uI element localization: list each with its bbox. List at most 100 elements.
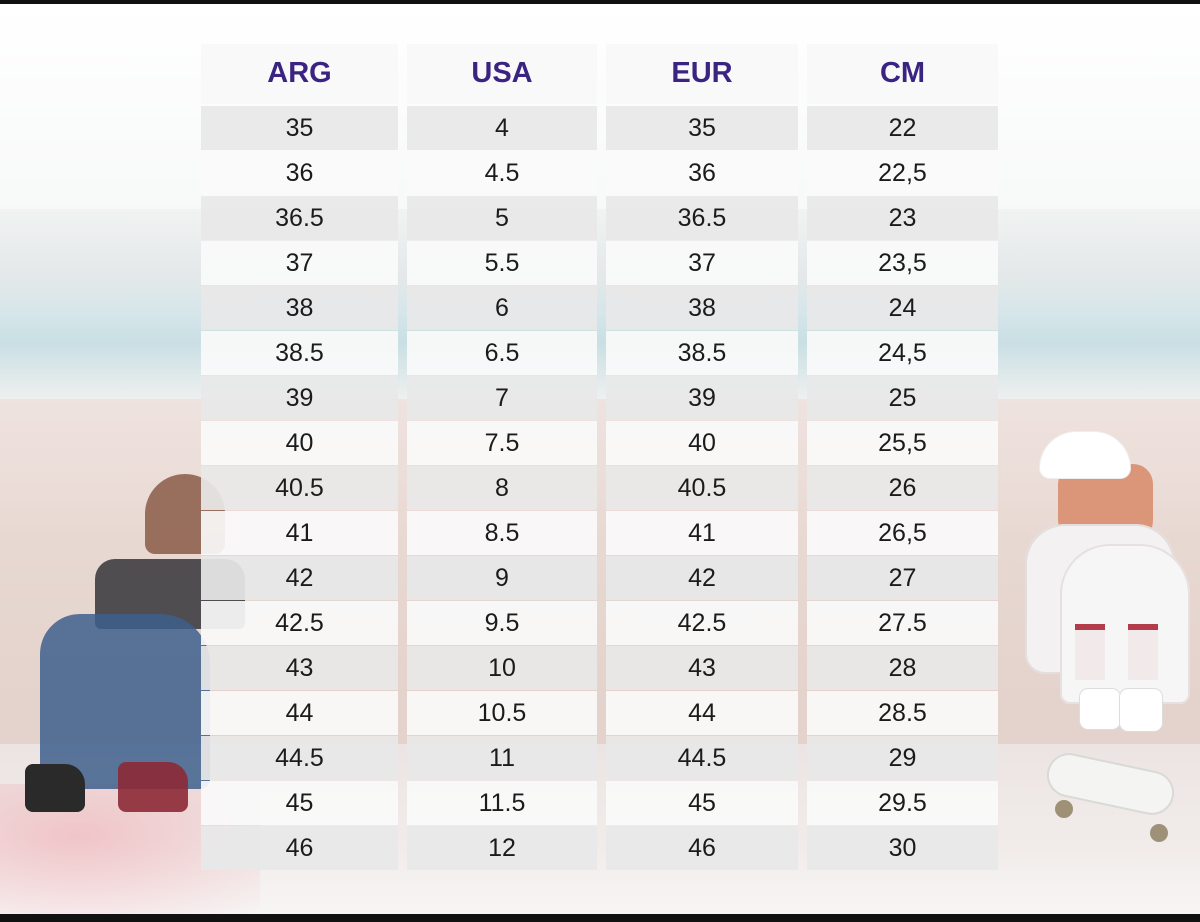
cell-cm: 24 bbox=[807, 286, 998, 330]
table-row: 36.5 5 36.5 23 bbox=[201, 196, 998, 240]
size-chart-table: ARG USA EUR CM 35 4 35 22 36 4.5 36 22,5 36.5 5 36… bbox=[201, 44, 998, 870]
cell-cm: 26,5 bbox=[807, 511, 998, 555]
table-header-row: ARG USA EUR CM bbox=[201, 44, 998, 106]
table-row: 35 4 35 22 bbox=[201, 106, 998, 150]
table-row: 44 10.5 44 28.5 bbox=[201, 691, 998, 735]
cell-cm: 26 bbox=[807, 466, 998, 510]
cell-cm: 27 bbox=[807, 556, 998, 600]
table-body: 35 4 35 22 36 4.5 36 22,5 36.5 5 36.5 23 37 5.5 37 23,5… bbox=[201, 106, 998, 870]
cell-eur: 44.5 bbox=[606, 736, 798, 780]
cell-eur: 45 bbox=[606, 781, 798, 825]
cell-usa: 12 bbox=[407, 826, 597, 870]
header-cm: CM bbox=[807, 44, 998, 104]
cell-eur: 41 bbox=[606, 511, 798, 555]
table-row: 40 7.5 40 25,5 bbox=[201, 421, 998, 465]
cell-usa: 6 bbox=[407, 286, 597, 330]
cell-arg: 40.5 bbox=[201, 466, 398, 510]
cell-cm: 22,5 bbox=[807, 151, 998, 195]
cell-usa: 10 bbox=[407, 646, 597, 690]
table-row: 38.5 6.5 38.5 24,5 bbox=[201, 331, 998, 375]
background-sea bbox=[0, 209, 1200, 399]
header-usa: USA bbox=[407, 44, 597, 104]
cell-cm: 27.5 bbox=[807, 601, 998, 645]
cell-arg: 42 bbox=[201, 556, 398, 600]
cell-eur: 39 bbox=[606, 376, 798, 420]
right-person-shoe bbox=[1120, 689, 1162, 731]
cell-eur: 36.5 bbox=[606, 196, 798, 240]
cell-arg: 40 bbox=[201, 421, 398, 465]
table-row: 42.5 9.5 42.5 27.5 bbox=[201, 601, 998, 645]
cell-arg: 35 bbox=[201, 106, 398, 150]
cell-arg: 39 bbox=[201, 376, 398, 420]
cell-cm: 23,5 bbox=[807, 241, 998, 285]
cell-cm: 29.5 bbox=[807, 781, 998, 825]
cell-eur: 35 bbox=[606, 106, 798, 150]
cell-cm: 24,5 bbox=[807, 331, 998, 375]
cell-eur: 40 bbox=[606, 421, 798, 465]
cell-eur: 44 bbox=[606, 691, 798, 735]
cell-arg: 36 bbox=[201, 151, 398, 195]
cell-arg: 41 bbox=[201, 511, 398, 555]
cell-cm: 25,5 bbox=[807, 421, 998, 465]
table-row: 43 10 43 28 bbox=[201, 646, 998, 690]
cell-cm: 30 bbox=[807, 826, 998, 870]
cell-arg: 45 bbox=[201, 781, 398, 825]
top-border bbox=[0, 0, 1200, 4]
background-photo bbox=[0, 4, 1200, 914]
table-row: 36 4.5 36 22,5 bbox=[201, 151, 998, 195]
table-row: 44.5 11 44.5 29 bbox=[201, 736, 998, 780]
cell-usa: 9.5 bbox=[407, 601, 597, 645]
cell-usa: 4.5 bbox=[407, 151, 597, 195]
cell-usa: 9 bbox=[407, 556, 597, 600]
cell-usa: 5.5 bbox=[407, 241, 597, 285]
bottom-border bbox=[0, 914, 1200, 922]
cell-arg: 44 bbox=[201, 691, 398, 735]
cell-eur: 42.5 bbox=[606, 601, 798, 645]
cell-eur: 38.5 bbox=[606, 331, 798, 375]
cell-eur: 42 bbox=[606, 556, 798, 600]
table-row: 46 12 46 30 bbox=[201, 826, 998, 870]
right-person-sock bbox=[1075, 624, 1105, 680]
cell-eur: 37 bbox=[606, 241, 798, 285]
cell-usa: 11 bbox=[407, 736, 597, 780]
cell-arg: 38 bbox=[201, 286, 398, 330]
cell-arg: 38.5 bbox=[201, 331, 398, 375]
header-eur: EUR bbox=[606, 44, 798, 104]
table-row: 39 7 39 25 bbox=[201, 376, 998, 420]
cell-eur: 43 bbox=[606, 646, 798, 690]
cell-usa: 7.5 bbox=[407, 421, 597, 465]
cell-usa: 4 bbox=[407, 106, 597, 150]
left-person-jeans bbox=[40, 614, 210, 789]
cell-usa: 5 bbox=[407, 196, 597, 240]
cell-eur: 36 bbox=[606, 151, 798, 195]
table-row: 45 11.5 45 29.5 bbox=[201, 781, 998, 825]
cell-usa: 11.5 bbox=[407, 781, 597, 825]
cell-eur: 38 bbox=[606, 286, 798, 330]
table-row: 37 5.5 37 23,5 bbox=[201, 241, 998, 285]
left-person-shoe bbox=[25, 764, 85, 812]
right-person-shoe bbox=[1080, 689, 1120, 729]
background-sky bbox=[0, 4, 1200, 224]
right-person-sock bbox=[1128, 624, 1158, 680]
cell-usa: 8.5 bbox=[407, 511, 597, 555]
cell-arg: 37 bbox=[201, 241, 398, 285]
cell-arg: 42.5 bbox=[201, 601, 398, 645]
cell-cm: 28 bbox=[807, 646, 998, 690]
cell-arg: 44.5 bbox=[201, 736, 398, 780]
cell-cm: 22 bbox=[807, 106, 998, 150]
cell-cm: 23 bbox=[807, 196, 998, 240]
cell-arg: 43 bbox=[201, 646, 398, 690]
cell-cm: 29 bbox=[807, 736, 998, 780]
header-arg: ARG bbox=[201, 44, 398, 104]
cell-usa: 10.5 bbox=[407, 691, 597, 735]
cell-usa: 7 bbox=[407, 376, 597, 420]
table-row: 40.5 8 40.5 26 bbox=[201, 466, 998, 510]
cell-eur: 46 bbox=[606, 826, 798, 870]
cell-arg: 46 bbox=[201, 826, 398, 870]
cell-arg: 36.5 bbox=[201, 196, 398, 240]
table-row: 42 9 42 27 bbox=[201, 556, 998, 600]
skateboard-wheel bbox=[1150, 824, 1168, 842]
cell-cm: 28.5 bbox=[807, 691, 998, 735]
table-row: 41 8.5 41 26,5 bbox=[201, 511, 998, 555]
cell-eur: 40.5 bbox=[606, 466, 798, 510]
